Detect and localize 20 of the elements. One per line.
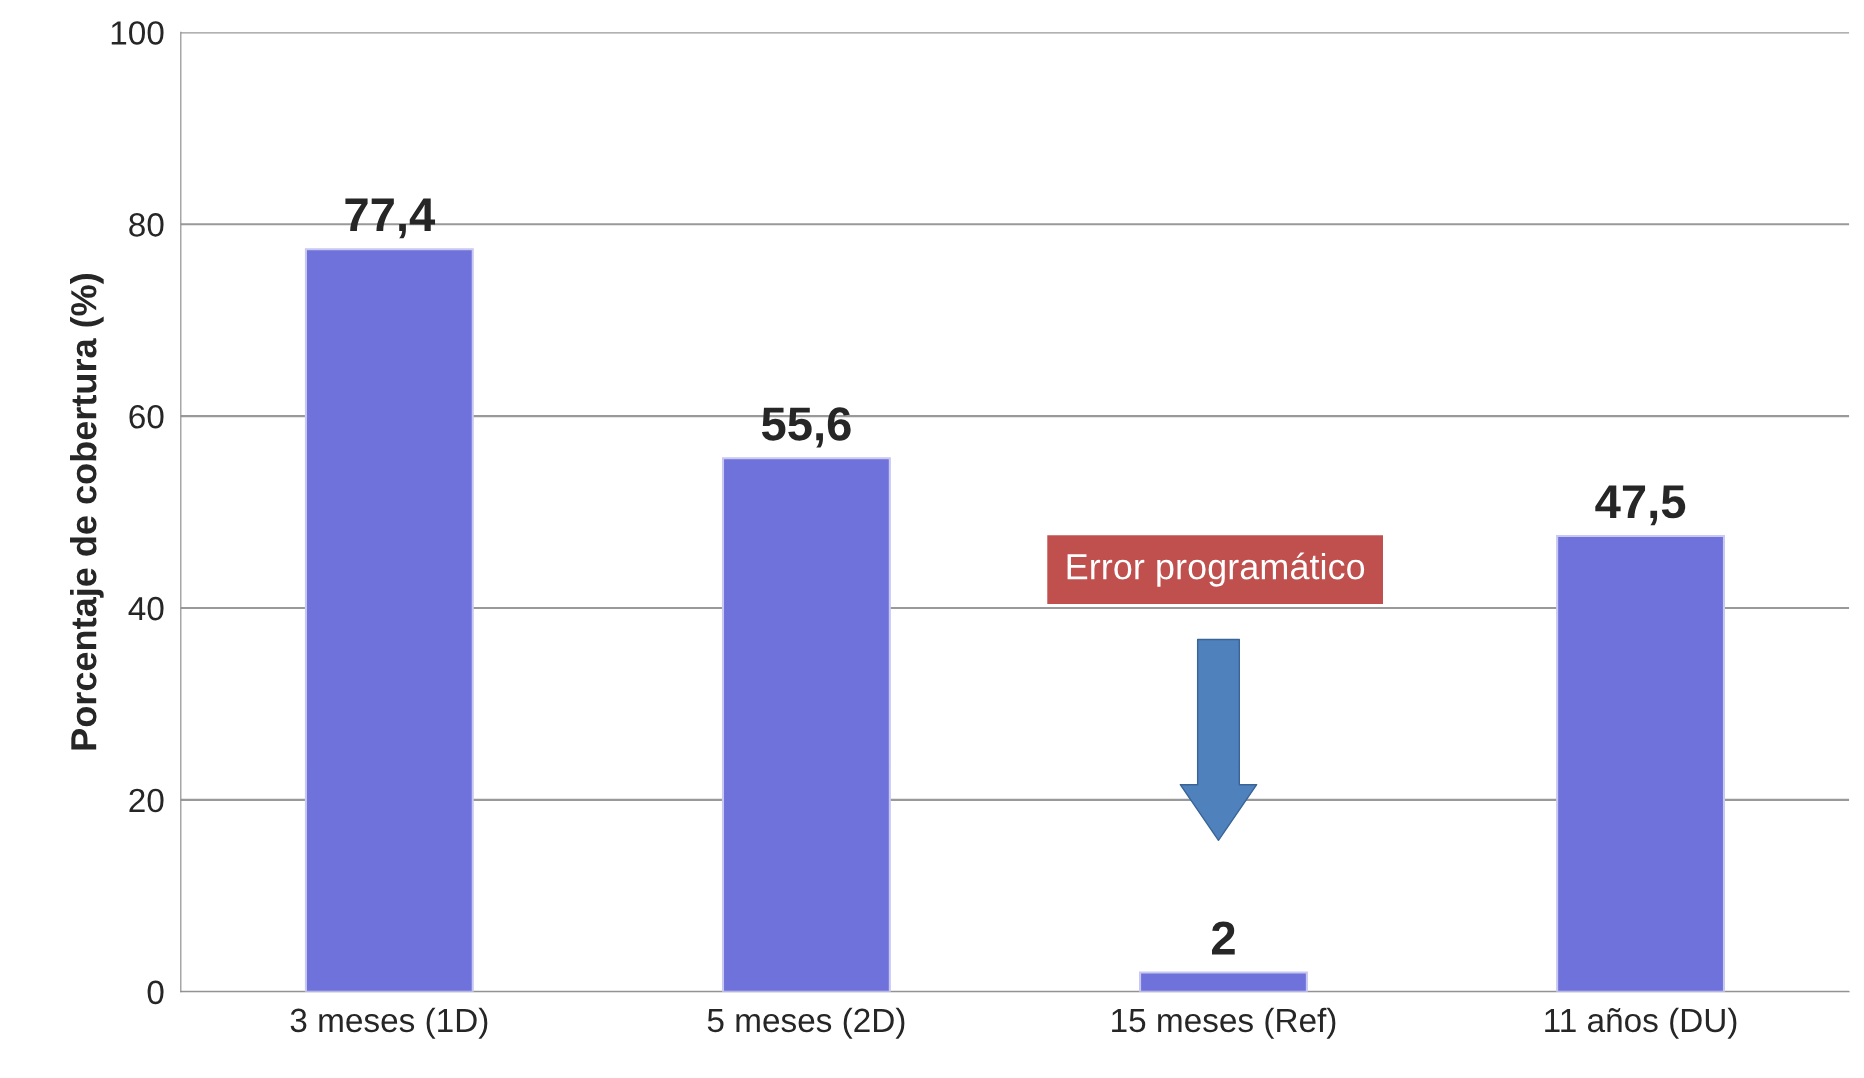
data-label: 47,5 bbox=[1595, 485, 1686, 526]
x-tick-label: 15 meses (Ref) bbox=[1112, 1007, 1336, 1039]
y-tick-label: 0 bbox=[147, 980, 164, 1005]
x-tick-label: 5 meses (2D) bbox=[707, 1007, 905, 1039]
bar bbox=[304, 248, 474, 992]
y-tick-label: 100 bbox=[111, 21, 164, 45]
y-tick-label: 80 bbox=[129, 213, 164, 237]
annotation: Error programático bbox=[1067, 552, 1365, 587]
bar bbox=[721, 457, 891, 992]
y-tick-label: 60 bbox=[129, 404, 164, 429]
data-label: 77,4 bbox=[345, 198, 436, 239]
bar bbox=[1139, 971, 1308, 992]
y-axis-title: Porcentaje de cobertura (%) bbox=[70, 274, 104, 750]
data-label: 55,6 bbox=[761, 407, 851, 448]
y-tick-label: 40 bbox=[128, 596, 164, 621]
y-tick-label: 20 bbox=[129, 788, 164, 813]
x-tick-label: 11 años (DU) bbox=[1545, 1007, 1737, 1039]
x-tick-label: 3 meses (1D) bbox=[290, 1007, 488, 1039]
data-label: 2 bbox=[1211, 921, 1235, 955]
bar bbox=[1556, 535, 1726, 992]
